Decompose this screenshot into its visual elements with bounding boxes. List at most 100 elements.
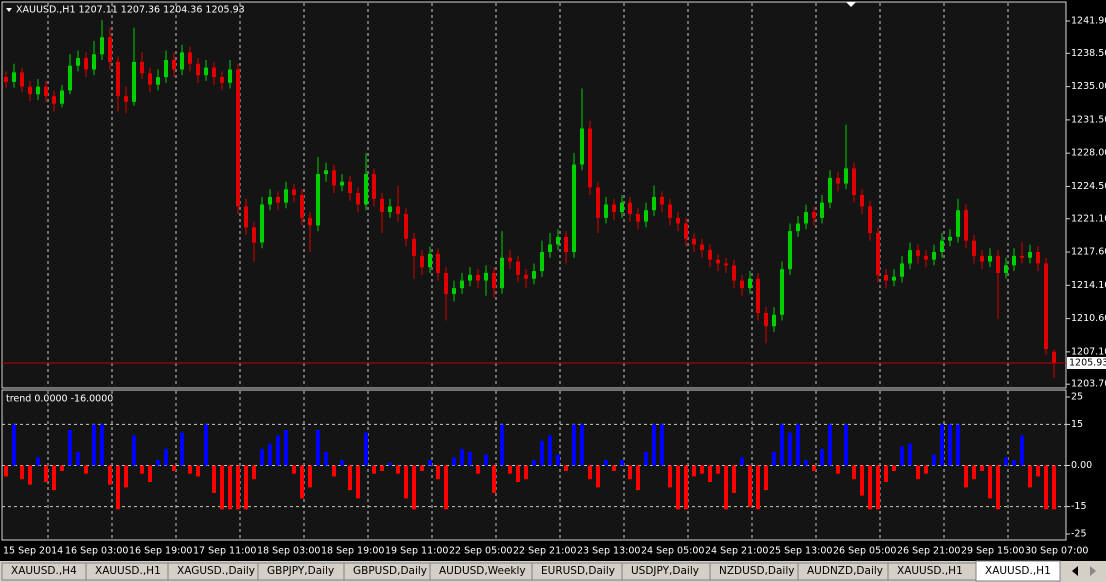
candle-body bbox=[172, 59, 176, 70]
histogram-bar bbox=[652, 424, 656, 466]
histogram-bar bbox=[844, 424, 848, 466]
tab[interactable]: GBPUSD,Daily bbox=[343, 562, 431, 581]
histogram-bar bbox=[884, 465, 888, 482]
tab[interactable]: XAUUSD.,H1 bbox=[85, 562, 169, 581]
y-tick-label: 1207.10 bbox=[1071, 346, 1106, 357]
candle-body bbox=[620, 202, 624, 213]
histogram-bar bbox=[812, 465, 816, 471]
candle-body bbox=[916, 250, 920, 256]
last-price-box bbox=[1067, 356, 1106, 369]
histogram-bar bbox=[500, 424, 504, 466]
tab-strip: XAUUSD.,H4 XAUUSD.,H1 XAGUSD.,Daily GBPJPY,… bbox=[1, 560, 1061, 582]
tab[interactable]: EURUSD,Daily bbox=[531, 562, 623, 581]
tab-label[interactable]: NZDUSD,Daily bbox=[719, 565, 794, 577]
tab-label[interactable]: AUDNZD,Daily bbox=[807, 565, 883, 577]
candle-body bbox=[580, 128, 584, 165]
histogram-bar bbox=[44, 465, 48, 482]
tab-label[interactable]: XAUUSD.,H1 bbox=[95, 565, 161, 577]
scroll-right[interactable] bbox=[1090, 566, 1096, 576]
y-tick-label: 1221.10 bbox=[1071, 213, 1106, 224]
histogram-bar bbox=[804, 460, 808, 466]
candle-body bbox=[36, 86, 40, 95]
menu-arrow[interactable] bbox=[6, 8, 12, 12]
histogram-bar bbox=[972, 465, 976, 480]
histogram-bar bbox=[684, 465, 688, 510]
tab-label[interactable]: XAGUSD.,Daily bbox=[177, 565, 255, 577]
candle-body bbox=[276, 196, 280, 203]
histogram-bar bbox=[868, 465, 872, 510]
tab[interactable]: XAGUSD.,Daily bbox=[167, 562, 259, 581]
candle-body bbox=[548, 244, 552, 253]
tab-label[interactable]: USDJPY,Daily bbox=[631, 565, 699, 577]
histogram-bar bbox=[748, 465, 752, 507]
histogram-bar bbox=[412, 465, 416, 510]
candle-body bbox=[724, 263, 728, 266]
histogram-bar bbox=[676, 465, 680, 510]
candle-body bbox=[460, 280, 464, 289]
histogram-bar bbox=[820, 449, 824, 466]
histogram-bar bbox=[940, 424, 944, 466]
candle-body bbox=[452, 288, 456, 294]
histogram-bar bbox=[388, 462, 392, 466]
candle-body bbox=[156, 77, 160, 85]
tab[interactable]: AUDNZD,Daily bbox=[797, 562, 889, 581]
histogram-bar bbox=[332, 465, 336, 477]
candle-body bbox=[332, 170, 336, 186]
candle-body bbox=[764, 312, 768, 327]
candle-body bbox=[148, 73, 152, 85]
histogram-bar bbox=[772, 451, 776, 466]
histogram-bar bbox=[988, 465, 992, 499]
histogram-bar bbox=[948, 424, 952, 466]
x-tick-label: 23 Sep 13:00 bbox=[577, 546, 640, 557]
y-tick-label: 1238.50 bbox=[1071, 48, 1106, 59]
histogram-bar bbox=[172, 465, 176, 471]
tab-label[interactable]: GBPUSD,Daily bbox=[353, 565, 427, 577]
candle-body bbox=[60, 90, 64, 104]
histogram-bar bbox=[660, 424, 664, 466]
histogram-bar bbox=[900, 446, 904, 466]
candle-body bbox=[76, 58, 80, 66]
scroll-left[interactable] bbox=[1072, 566, 1078, 576]
candle-body bbox=[396, 206, 400, 215]
tab-label[interactable]: XAUUSD.,H4 bbox=[11, 565, 77, 577]
histogram-bar bbox=[28, 465, 32, 485]
candle-body bbox=[692, 238, 696, 245]
tab[interactable]: XAUUSD.,H4 bbox=[1, 562, 87, 581]
tab[interactable]: XAUUSD.,H1 bbox=[887, 562, 977, 581]
tab-label[interactable]: XAUUSD.,H1 bbox=[985, 565, 1051, 577]
tab-label[interactable]: EURUSD,Daily bbox=[541, 565, 615, 577]
tab-label[interactable]: GBPJPY,Daily bbox=[267, 565, 334, 577]
candle-body bbox=[140, 61, 144, 74]
candle-body bbox=[196, 63, 200, 76]
histogram-bar bbox=[20, 465, 24, 480]
histogram-bar bbox=[148, 465, 152, 482]
tab-label[interactable]: AUDUSD,Weekly bbox=[439, 565, 526, 577]
histogram-bar bbox=[164, 449, 168, 466]
tab[interactable]: GBPJPY,Daily bbox=[257, 562, 345, 581]
histogram-bar bbox=[380, 465, 384, 471]
candle-body bbox=[836, 177, 840, 184]
candle-body bbox=[348, 181, 352, 194]
x-tick-label: 26 Sep 21:00 bbox=[897, 546, 960, 557]
candle-body bbox=[852, 168, 856, 195]
tab[interactable]: NZDUSD,Daily bbox=[709, 562, 799, 581]
histogram-bar bbox=[924, 465, 928, 474]
candle-body bbox=[780, 269, 784, 315]
candle-body bbox=[532, 271, 536, 279]
histogram-bar bbox=[724, 465, 728, 510]
histogram-bar bbox=[516, 465, 520, 482]
tab[interactable]: XAUUSD.,H1 bbox=[975, 560, 1061, 582]
x-tick-label: 17 Sep 11:00 bbox=[193, 546, 256, 557]
candle-body bbox=[468, 274, 472, 281]
histogram-bar bbox=[60, 465, 64, 471]
tab[interactable]: AUDUSD,Weekly bbox=[429, 562, 533, 581]
histogram-bar bbox=[780, 424, 784, 466]
tab-label[interactable]: XAUUSD.,H1 bbox=[897, 565, 963, 577]
histogram-bar bbox=[1052, 465, 1056, 510]
candle-body bbox=[884, 274, 888, 281]
candle-body bbox=[404, 214, 408, 239]
candle-body bbox=[364, 174, 368, 205]
candle-body bbox=[940, 240, 944, 253]
candle-body bbox=[100, 37, 104, 55]
tab[interactable]: USDJPY,Daily bbox=[621, 562, 711, 581]
